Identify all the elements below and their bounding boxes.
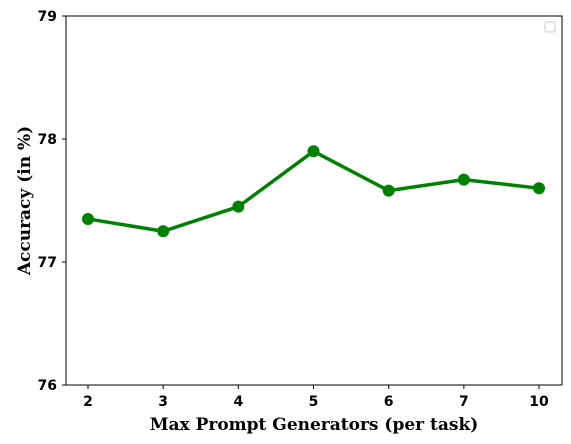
x-tick-label: 3: [158, 394, 168, 410]
y-tick-label: 79: [38, 9, 57, 25]
data-point-marker: [82, 212, 94, 225]
y-tick-label: 76: [38, 378, 57, 394]
x-tick-label: 5: [309, 394, 319, 410]
x-tick-label: 2: [83, 394, 93, 410]
y-axis-label: Accuracy (in %): [15, 126, 35, 276]
empty-legend-box: [544, 21, 556, 33]
data-point-marker: [457, 173, 470, 186]
x-tick-label: 10: [529, 394, 549, 410]
plot-frame: [65, 15, 563, 386]
x-tick-label: 4: [233, 394, 243, 410]
data-point-marker: [307, 145, 320, 158]
data-point-marker: [533, 182, 545, 195]
series-line: [87, 149, 540, 233]
x-tick-label: 7: [459, 394, 469, 410]
x-axis-ticks: 2 3 4 5 6 7 10: [83, 385, 549, 410]
x-tick-label: 6: [384, 394, 394, 410]
y-tick-label: 77: [38, 255, 57, 271]
data-point-marker: [232, 200, 245, 213]
x-axis-label: Max Prompt Generators (per task): [150, 415, 479, 435]
y-tick-label: 78: [38, 132, 57, 148]
data-point-marker: [157, 225, 170, 238]
series-layer: [82, 145, 545, 238]
y-axis-ticks: 76 77 78 79: [38, 9, 66, 394]
data-point-marker: [382, 184, 395, 197]
